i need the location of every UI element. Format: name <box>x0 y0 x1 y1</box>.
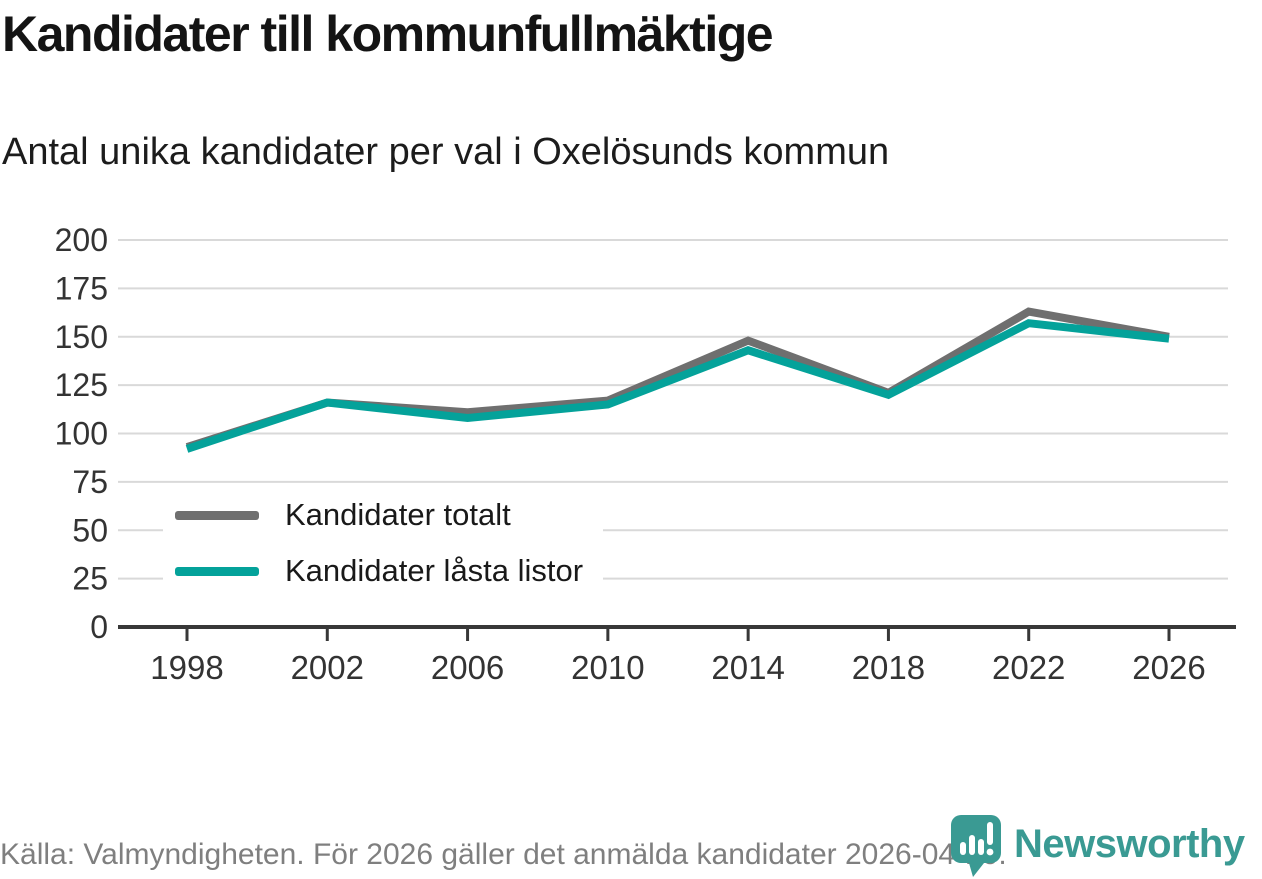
legend-label-locked: Kandidater låsta listor <box>285 553 584 588</box>
x-axis <box>118 625 1236 641</box>
newsworthy-wordmark: Newsworthy <box>1014 822 1245 866</box>
legend-item-locked: Kandidater låsta listor <box>163 548 604 594</box>
y-axis-labels: 0 25 50 75 100 125 150 175 200 <box>55 222 108 645</box>
exclamation-dot-icon <box>986 848 994 856</box>
source-note: Källa: Valmyndigheten. För 2026 gäller d… <box>0 838 1007 871</box>
y-tick-label: 25 <box>72 561 108 597</box>
y-tick-label: 125 <box>55 367 108 403</box>
legend-swatch-total <box>175 510 259 520</box>
y-tick-label: 50 <box>72 512 108 548</box>
legend: Kandidater totalt Kandidater låsta listo… <box>163 492 604 594</box>
x-tick-label: 2026 <box>1132 649 1205 686</box>
exclamation-icon <box>987 822 993 845</box>
line-chart: 0 25 50 75 100 125 150 175 200 1998 2002 2006 2010 2… <box>55 222 1236 686</box>
x-tick-label: 1998 <box>150 649 223 686</box>
x-tick-label: 2010 <box>571 649 644 686</box>
bar-icon <box>969 835 975 855</box>
x-tick-label: 2006 <box>431 649 504 686</box>
legend-swatch-locked <box>175 566 259 576</box>
legend-item-total: Kandidater totalt <box>163 492 604 538</box>
series-lines <box>185 307 1170 453</box>
x-axis-labels: 1998 2002 2006 2010 2014 2018 2022 2026 <box>150 649 1205 686</box>
newsworthy-pin-icon <box>951 815 1001 877</box>
legend-label-total: Kandidater totalt <box>285 497 511 532</box>
x-tick-label: 2022 <box>992 649 1065 686</box>
chart-subtitle: Antal unika kandidater per val i Oxelösu… <box>2 131 890 173</box>
x-tick-label: 2018 <box>852 649 925 686</box>
y-tick-label: 75 <box>72 464 108 500</box>
y-tick-label: 100 <box>55 416 108 452</box>
x-tick-label: 2002 <box>291 649 364 686</box>
y-tick-label: 175 <box>55 270 108 306</box>
y-tick-label: 150 <box>55 319 108 355</box>
x-tick-label: 2014 <box>711 649 784 686</box>
page-title: Kandidater till kommunfullmäktige <box>2 6 774 62</box>
y-tick-label: 200 <box>55 222 108 258</box>
series-line-kandidater-l-sta-listor <box>185 319 1170 453</box>
newsworthy-logo: Newsworthy <box>950 814 1262 879</box>
bar-icon <box>960 842 966 855</box>
y-tick-label: 0 <box>90 609 108 645</box>
bar-icon <box>978 839 984 855</box>
